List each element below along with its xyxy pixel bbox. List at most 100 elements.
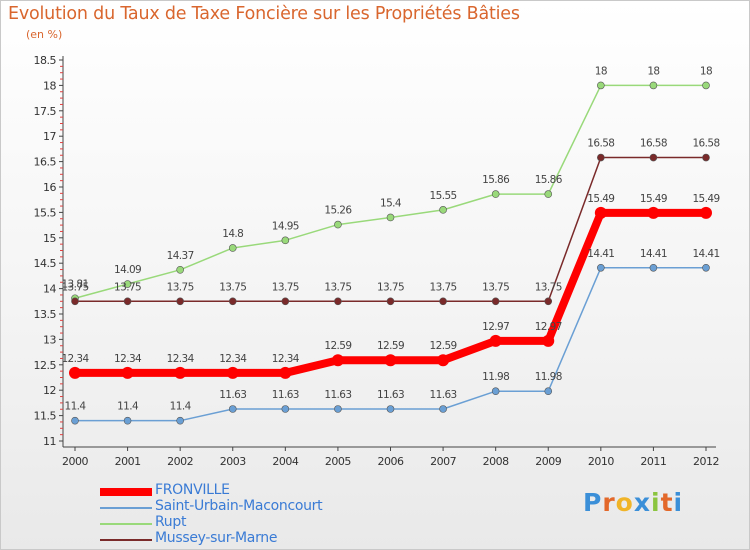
legend-item: Saint-Urbain-Maconcourt	[100, 498, 400, 516]
data-label: 14.41	[587, 248, 614, 260]
y-tick-label: 16.5	[34, 156, 57, 169]
data-point	[123, 280, 132, 288]
data-point	[544, 387, 553, 396]
data-point	[649, 263, 658, 272]
data-point	[439, 206, 447, 214]
data-label: 11.4	[65, 401, 87, 413]
data-point	[386, 213, 395, 222]
data-point	[597, 81, 605, 90]
logo-letter: r	[602, 488, 616, 517]
data-label: 13.75	[324, 281, 351, 293]
data-label: 13.75	[430, 281, 457, 293]
data-point	[384, 354, 397, 367]
y-unit-label: (en %)	[26, 28, 63, 41]
data-label: 11.63	[272, 389, 299, 401]
legend-swatch	[100, 523, 152, 525]
legend-label: Rupt	[155, 514, 187, 530]
data-label: 16.58	[587, 138, 614, 150]
x-tick-label: 2006	[378, 455, 404, 468]
data-point	[542, 334, 555, 347]
data-point	[334, 405, 342, 413]
data-label: 15.49	[587, 193, 614, 205]
data-point	[700, 206, 712, 219]
data-label: 12.34	[219, 353, 247, 365]
data-point	[439, 297, 447, 306]
chart-title: Evolution du Taux de Taxe Foncière sur l…	[8, 4, 520, 24]
data-point	[71, 416, 79, 425]
data-label: 14.95	[272, 220, 299, 232]
legend-label: Mussey-sur-Marne	[155, 530, 278, 546]
x-tick-label: 2008	[483, 455, 509, 468]
data-point	[281, 236, 290, 245]
y-tick-label: 17.5	[34, 105, 57, 118]
data-label: 14.41	[640, 248, 667, 260]
data-point	[386, 405, 395, 413]
y-tick-label: 18.5	[34, 54, 57, 67]
data-label: 13.81	[61, 278, 88, 290]
data-point	[71, 297, 79, 306]
data-point	[597, 153, 605, 162]
series-line-rupt	[74, 84, 706, 299]
data-label: 12.34	[114, 353, 142, 365]
data-point	[647, 206, 660, 219]
x-tick-label: 2000	[62, 455, 88, 468]
legend-swatch	[100, 539, 152, 541]
series-line-mussey-sur-marne	[75, 156, 706, 303]
data-label: 15.49	[692, 193, 719, 205]
x-tick-label: 2007	[430, 455, 456, 468]
y-tick-label: 15	[43, 232, 56, 245]
data-label: 12.59	[324, 340, 351, 352]
legend-label: Saint-Urbain-Maconcourt	[155, 498, 323, 514]
data-label: 13.75	[535, 281, 562, 293]
data-point	[702, 81, 710, 90]
data-label: 14.8	[222, 228, 243, 240]
data-label: 14.37	[167, 250, 194, 262]
data-label: 13.75	[167, 281, 194, 293]
data-label: 11.63	[430, 389, 457, 401]
data-label: 14.09	[114, 264, 141, 276]
data-point	[123, 297, 132, 306]
data-point	[69, 366, 81, 379]
data-label: 16.58	[692, 138, 719, 150]
logo-letter: o	[615, 488, 634, 517]
data-point	[334, 297, 342, 306]
data-point	[544, 297, 553, 306]
data-point	[386, 297, 395, 306]
data-point	[702, 263, 710, 272]
data-label: 12.97	[482, 321, 509, 333]
logo-letter: i	[673, 488, 684, 517]
data-label: 13.75	[219, 281, 246, 293]
data-label: 12.97	[535, 321, 562, 333]
x-tick-label: 2002	[167, 455, 193, 468]
y-tick-label: 17	[43, 130, 56, 143]
data-label: 12.34	[167, 353, 195, 365]
data-point	[702, 153, 710, 162]
y-tick-label: 14.5	[34, 257, 57, 270]
x-tick-label: 2004	[272, 455, 298, 468]
data-label: 11.98	[482, 371, 509, 383]
x-tick-label: 2005	[325, 455, 351, 468]
y-tick-label: 13	[43, 333, 56, 346]
data-label: 15.4	[380, 197, 402, 209]
data-label: 15.49	[640, 193, 667, 205]
data-point	[437, 354, 450, 367]
data-point	[228, 244, 237, 252]
data-label: 13.75	[377, 281, 404, 293]
data-label: 18	[595, 65, 607, 77]
y-tick-label: 11	[43, 435, 56, 448]
data-point	[489, 334, 502, 347]
data-point	[281, 405, 290, 413]
data-label: 11.98	[535, 371, 562, 383]
data-point	[176, 266, 184, 274]
data-point	[176, 297, 184, 306]
x-tick-label: 2009	[535, 455, 561, 468]
data-point	[226, 366, 239, 379]
data-point	[228, 297, 237, 306]
data-point	[123, 416, 132, 425]
data-point	[334, 220, 342, 229]
data-point	[279, 366, 292, 379]
x-tick-label: 2001	[115, 455, 141, 468]
data-label: 18	[647, 65, 659, 77]
x-tick-label: 2011	[640, 455, 666, 468]
